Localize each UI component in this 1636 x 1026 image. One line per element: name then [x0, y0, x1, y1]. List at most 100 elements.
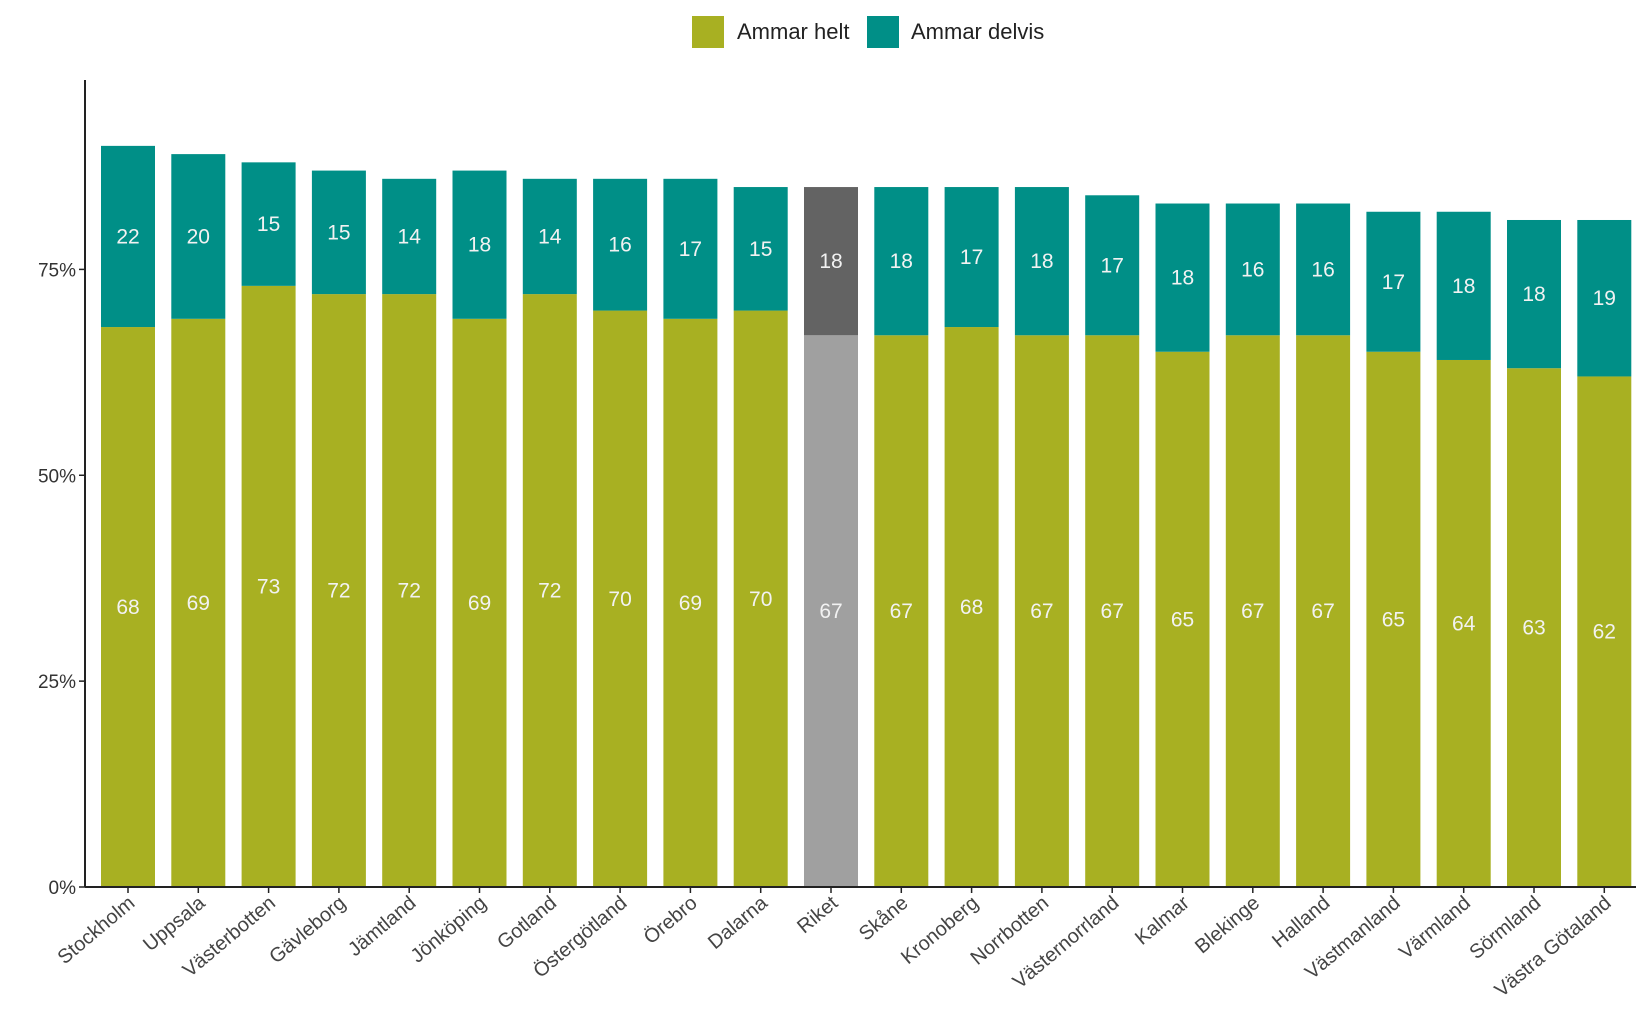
bar-ammar-delvis: [944, 187, 999, 328]
bar-ammar-helt: [1085, 335, 1140, 887]
data-label-ammar-helt: 62: [1593, 621, 1616, 644]
x-tick-label: Kalmar: [1131, 892, 1194, 950]
x-tick-label: Halland: [1268, 892, 1334, 952]
bar-ammar-delvis: [593, 178, 648, 311]
bar-ammar-delvis: [1296, 203, 1351, 336]
data-label-ammar-delvis: 19: [1593, 287, 1616, 310]
bar-ammar-helt: [1577, 376, 1632, 887]
bar-ammar-helt: [101, 327, 155, 888]
x-tick-label: Gotland: [493, 892, 561, 954]
bar-ammar-delvis: [1014, 187, 1069, 336]
bar-ammar-helt: [452, 318, 507, 887]
x-tick-label: Örebro: [640, 892, 702, 949]
bar-ammar-helt: [1366, 351, 1421, 888]
data-label-ammar-delvis: 17: [1382, 271, 1405, 294]
bar-ammar-delvis: [382, 178, 437, 295]
x-tick-label: Gävleborg: [265, 892, 350, 968]
x-tick-label: Jönköping: [407, 892, 491, 967]
legend-swatch-ammar-helt: [692, 16, 724, 48]
bar-ammar-delvis: [452, 170, 507, 319]
bar-ammar-helt: [733, 310, 788, 888]
x-tick-label: Stockholm: [54, 892, 140, 969]
data-label-ammar-helt: 70: [749, 588, 772, 611]
data-label-ammar-helt: 72: [327, 580, 350, 603]
data-label-ammar-delvis: 18: [468, 234, 491, 257]
data-label-ammar-helt: 72: [398, 580, 421, 603]
legend-label: Ammar helt: [737, 19, 849, 44]
x-tick-label: Riket: [793, 892, 842, 938]
data-label-ammar-helt: 67: [819, 600, 842, 623]
bar-ammar-delvis: [1085, 195, 1140, 336]
data-label-ammar-delvis: 18: [1452, 275, 1475, 298]
data-label-ammar-delvis: 15: [327, 221, 350, 244]
x-tick-label: Skåne: [855, 892, 913, 945]
data-label-ammar-delvis: 14: [538, 225, 562, 248]
bar-ammar-helt: [311, 294, 366, 887]
bar-ammar-helt: [804, 335, 858, 887]
bar-ammar-delvis: [1436, 211, 1491, 360]
bar-ammar-delvis: [874, 187, 929, 336]
bar-ammar-helt: [1155, 351, 1210, 888]
data-label-ammar-helt: 64: [1452, 612, 1476, 635]
bar-ammar-delvis: [1366, 211, 1421, 352]
bar-ammar-helt: [663, 318, 718, 887]
x-tick-label: Dalarna: [704, 891, 772, 953]
data-label-ammar-helt: 70: [608, 588, 631, 611]
y-tick-label: 50%: [38, 466, 76, 487]
bar-ammar-helt: [874, 335, 929, 887]
bar-ammar-delvis: [311, 170, 366, 295]
data-label-ammar-delvis: 18: [890, 250, 913, 273]
legend: Ammar helt Ammar delvis: [692, 16, 1044, 48]
bar-ammar-delvis: [1225, 203, 1280, 336]
bar-ammar-helt: [1296, 335, 1351, 887]
y-tick-label: 75%: [38, 260, 76, 281]
data-label-ammar-helt: 69: [468, 592, 491, 615]
bar-ammar-helt: [1014, 335, 1069, 887]
bar-ammar-helt: [944, 327, 999, 888]
data-label-ammar-delvis: 18: [1030, 250, 1053, 273]
bar-ammar-delvis: [171, 154, 226, 319]
data-label-ammar-helt: 65: [1382, 608, 1405, 631]
data-label-ammar-delvis: 17: [679, 238, 702, 261]
data-label-ammar-delvis: 18: [1522, 283, 1545, 306]
bar-ammar-helt: [593, 310, 648, 888]
data-label-ammar-delvis: 22: [116, 225, 139, 248]
x-tick-label: Västra Götaland: [1491, 892, 1616, 1002]
data-label-ammar-delvis: 15: [257, 213, 280, 236]
bar-ammar-helt: [241, 285, 296, 888]
data-label-ammar-helt: 67: [890, 600, 913, 623]
data-label-ammar-delvis: 14: [398, 225, 422, 248]
data-label-ammar-helt: 67: [1311, 600, 1334, 623]
data-label-ammar-delvis: 15: [749, 238, 772, 261]
data-label-ammar-delvis: 16: [1241, 258, 1264, 281]
bar-ammar-helt: [1436, 359, 1491, 887]
data-label-ammar-delvis: 17: [960, 246, 983, 269]
data-label-ammar-helt: 67: [1241, 600, 1264, 623]
data-label-ammar-helt: 68: [960, 596, 983, 619]
y-axis: 0% 25% 50% 75%: [38, 80, 86, 899]
x-tick-label: Värmland: [1395, 892, 1475, 964]
data-label-ammar-delvis: 16: [1311, 258, 1334, 281]
y-tick-label: 25%: [38, 672, 76, 693]
bar-ammar-helt: [382, 294, 437, 887]
bar-ammar-delvis: [1155, 203, 1210, 352]
data-label-ammar-delvis: 17: [1101, 254, 1124, 277]
data-label-ammar-delvis: 18: [1171, 267, 1194, 290]
bar-ammar-delvis: [1507, 219, 1561, 369]
data-label-ammar-helt: 67: [1030, 600, 1053, 623]
data-label-ammar-delvis: 20: [187, 225, 210, 248]
x-axis: Stockholm UppsalaVästerbottenGävleborgJäm…: [54, 886, 1636, 1002]
data-label-ammar-helt: 69: [187, 592, 210, 615]
data-label-ammar-helt: 63: [1522, 617, 1545, 640]
bar-ammar-delvis: [1577, 219, 1632, 377]
data-label-ammar-helt: 65: [1171, 608, 1194, 631]
bar-ammar-helt: [1225, 335, 1280, 887]
bar-ammar-helt: [1507, 368, 1561, 887]
data-label-ammar-helt: 73: [257, 575, 280, 598]
x-tick-label: Blekinge: [1191, 892, 1264, 958]
data-label-ammar-helt: 67: [1101, 600, 1124, 623]
bar-ammar-delvis: [804, 187, 858, 336]
bar-ammar-delvis: [663, 178, 718, 319]
bar-ammar-delvis: [733, 187, 788, 311]
